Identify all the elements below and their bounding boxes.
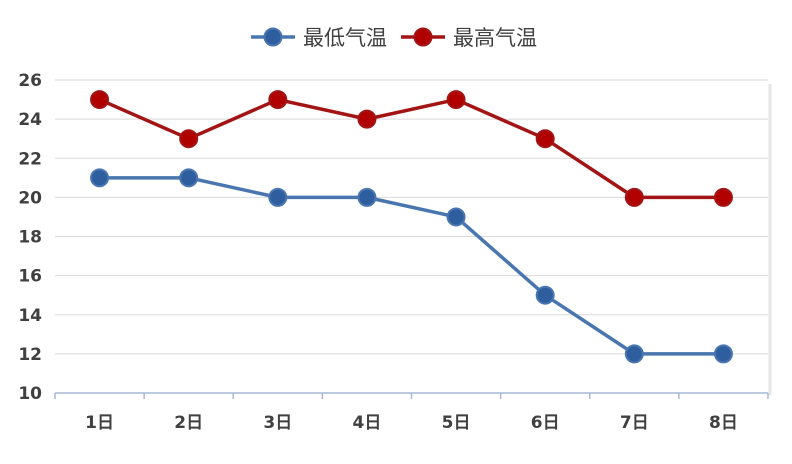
data-point[interactable] [535,129,555,149]
data-point[interactable] [357,109,377,129]
data-point[interactable] [624,344,644,364]
data-point[interactable] [446,207,466,227]
y-tick-label: 26 [18,71,42,91]
legend-label: 最低气温 [303,26,387,50]
x-tick-label: 8日 [709,413,738,433]
x-tick-label: 4日 [353,413,382,433]
data-point[interactable] [535,285,555,305]
x-tick-label: 2日 [174,413,203,433]
y-tick-label: 24 [18,110,42,130]
legend-item-2[interactable]: 最高气温 [401,26,537,50]
x-tick-label: 6日 [531,413,560,433]
data-point[interactable] [90,168,110,188]
series-2 [90,90,733,207]
y-tick-label: 22 [18,149,42,169]
legend-swatch-marker [413,27,433,47]
x-axis: 1日 2日 3日 4日 5日 6日 7日 8日 [54,392,769,433]
series-line [97,176,726,356]
data-point[interactable] [713,344,733,364]
y-tick-label: 20 [18,188,42,208]
series-group [90,90,733,364]
x-tick-label: 7日 [620,413,649,433]
data-point[interactable] [624,187,644,207]
y-tick-label: 14 [18,306,42,326]
grid-lines [55,79,768,355]
y-tick-label: 18 [18,228,42,248]
x-tick-label: 3日 [263,413,292,433]
legend-item-1[interactable]: 最低气温 [251,26,387,50]
data-point[interactable] [446,90,466,110]
y-tick-label: 10 [18,384,42,404]
data-point[interactable] [268,187,288,207]
legend-label: 最高气温 [453,26,537,50]
y-axis-ticks: 10 12 14 16 18 20 22 24 26 [18,71,42,404]
data-point[interactable] [268,90,288,110]
legend-swatch-marker [263,27,283,47]
data-point[interactable] [713,187,733,207]
data-point[interactable] [179,168,199,188]
x-tick-label: 1日 [85,413,114,433]
data-point[interactable] [90,90,110,110]
x-tick-label: 5日 [442,413,471,433]
data-point[interactable] [357,187,377,207]
legend: 最低气温 最高气温 [251,26,537,50]
y-tick-label: 16 [18,267,42,287]
series-line [97,97,726,200]
data-point[interactable] [179,129,199,149]
series-1 [90,168,733,364]
y-tick-label: 12 [18,345,42,365]
